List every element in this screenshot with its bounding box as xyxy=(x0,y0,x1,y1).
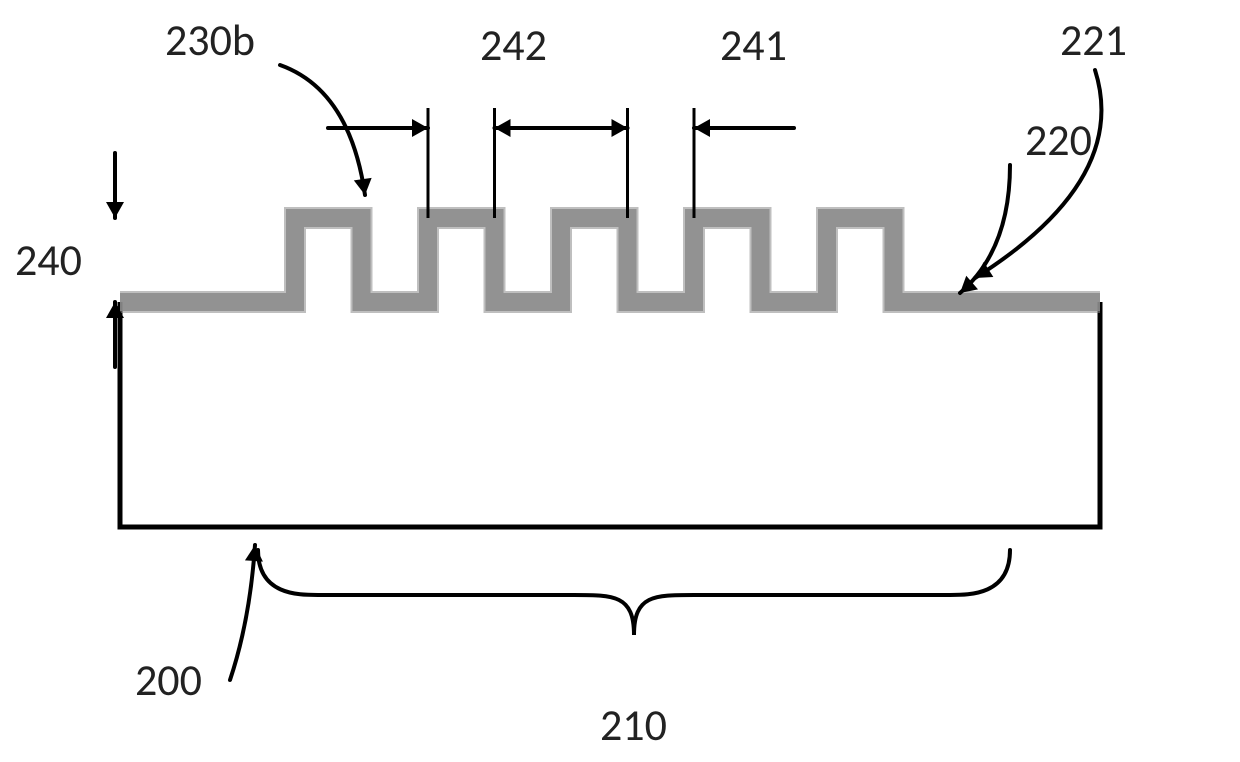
label-l200: 200 xyxy=(135,653,202,707)
label-l220: 220 xyxy=(1025,113,1092,167)
label-l241: 241 xyxy=(720,18,787,72)
label-l210: 210 xyxy=(600,698,667,752)
label-l242: 242 xyxy=(480,18,547,72)
label-l240: 240 xyxy=(15,233,82,287)
label-l230b: 230b xyxy=(165,13,255,67)
label-l221: 221 xyxy=(1060,13,1127,67)
